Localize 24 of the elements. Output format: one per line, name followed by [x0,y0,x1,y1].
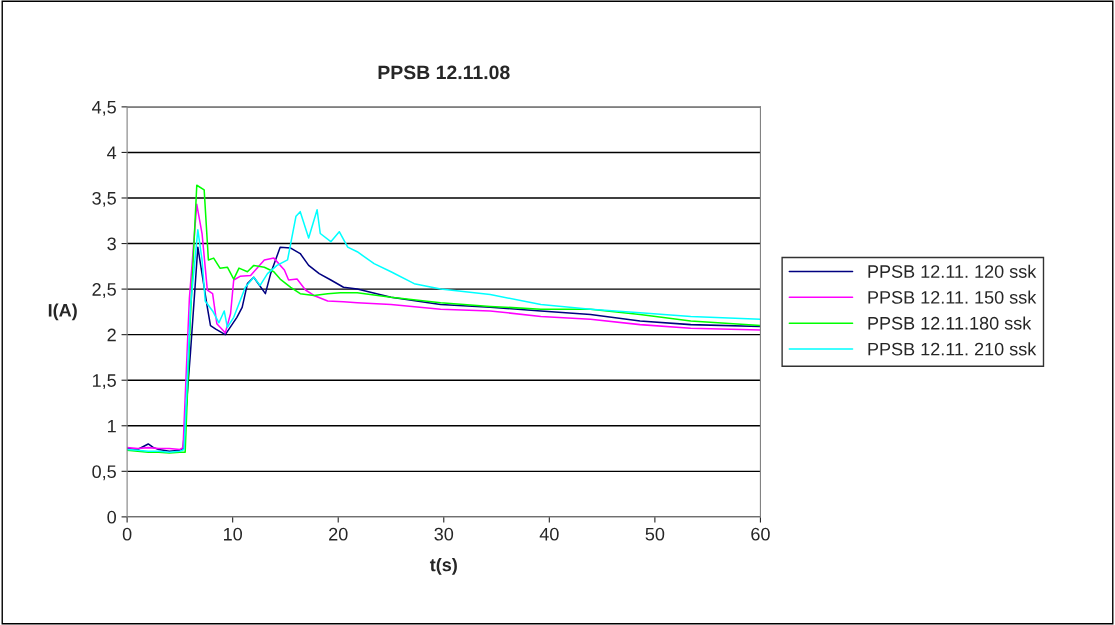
y-tick-label: 4 [107,146,117,159]
legend-label: PPSB 12.11.180 ssk [868,316,1032,330]
x-tick-label: 50 [645,527,665,541]
y-tick-label: 2 [107,328,116,342]
x-tick-label: 60 [751,527,770,541]
x-axis-title: t(s) [429,558,457,575]
x-tick-label: 20 [329,527,348,541]
legend-label: PPSB 12.11. 150 ssk [868,290,1037,304]
y-tick-label: 4,5 [92,101,116,116]
x-tick-label: 10 [224,527,242,541]
y-tick-label: 3 [107,237,116,251]
y-tick-label: 3,5 [92,191,116,207]
x-tick-label: 40 [539,527,559,541]
chart-title: PPSB 12.11.08 [378,65,510,80]
y-tick-label: 1,5 [92,374,116,390]
y-tick-label: 0,5 [92,465,116,481]
y-tick-label: 2,5 [92,283,116,298]
x-tick-label: 30 [434,527,454,541]
legend-label: PPSB 12.11. 210 ssk [868,342,1037,356]
legend-label: PPSB 12.11. 120 ssk [868,264,1037,278]
y-tick-label: 1 [108,419,116,433]
x-tick-label: 0 [122,527,132,541]
y-axis-title: I(A) [48,303,77,321]
y-tick-label: 0 [107,510,116,524]
